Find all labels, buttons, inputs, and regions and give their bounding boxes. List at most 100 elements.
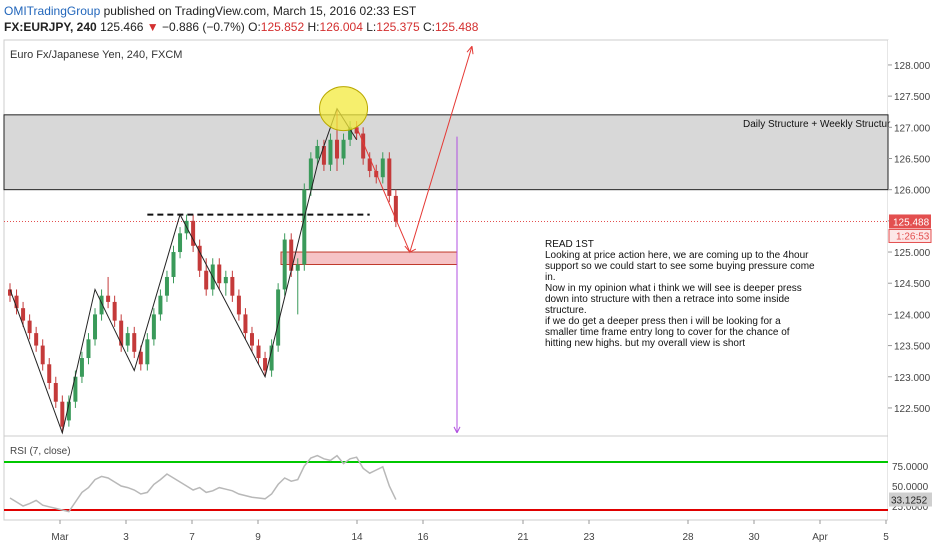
candle-body [249, 333, 254, 346]
candle-body [223, 276, 228, 284]
candle-body [138, 351, 143, 365]
price-tick-label: 123.500 [894, 342, 931, 353]
candle-body [289, 239, 294, 271]
candle-body [361, 133, 366, 159]
support-zone [280, 251, 458, 266]
candle-body [308, 158, 313, 190]
candle-body [367, 158, 372, 171]
candle-body [112, 301, 117, 321]
candle-body [151, 314, 156, 340]
time-tick-label: 9 [255, 532, 261, 543]
candle-body [387, 158, 392, 196]
candle-body [40, 345, 45, 365]
publish-header: OMITradingGroup published on TradingView… [0, 0, 932, 36]
low-label: L: [366, 20, 377, 34]
chart-canvas[interactable]: 122.500 123.000 123.500 124.000 124.500 125.0… [0, 36, 932, 550]
projection-arrowhead [466, 45, 474, 55]
candle-body [393, 195, 398, 222]
author-link[interactable]: OMITradingGroup [4, 4, 101, 18]
time-tick-label: 16 [417, 532, 429, 543]
close-value: 125.488 [435, 20, 479, 34]
candle-body [47, 364, 52, 383]
countdown-badge [888, 228, 932, 243]
candle-body [106, 295, 111, 302]
analysis-note: READ 1ST Looking at price action here, w… [545, 239, 815, 349]
candle-body [145, 339, 150, 365]
rsi-tick-label: 75.0000 [892, 462, 929, 473]
time-tick-label: 21 [517, 532, 529, 543]
down-arrow-icon: ▼ [146, 20, 159, 34]
candle-body [217, 264, 222, 284]
time-tick-label: 23 [583, 532, 595, 543]
price-pane[interactable] [3, 39, 889, 437]
price-change: −0.886 (−0.7%) [162, 20, 245, 34]
candle-body [243, 314, 248, 334]
candle-body [276, 289, 281, 346]
candle-body [99, 295, 104, 315]
candle-body [302, 189, 307, 265]
open-value: 125.852 [260, 20, 305, 34]
candle-body [132, 333, 137, 352]
time-tick-label: 28 [682, 532, 694, 543]
note-title: READ 1ST [545, 239, 594, 250]
price-tick-label: 125.000 [894, 248, 931, 259]
candle-body [158, 295, 163, 315]
close-label: C: [423, 20, 435, 34]
last-price: 125.466 [100, 20, 144, 34]
rsi-value-label: 33.1252 [891, 496, 928, 507]
rsi-line [9, 454, 397, 513]
candle-body [164, 276, 169, 296]
candle-body [256, 345, 261, 359]
high-label: H: [307, 20, 320, 34]
note-line: in. [545, 272, 556, 283]
price-tick-label: 127.000 [894, 123, 931, 134]
time-tick-label: Mar [51, 532, 69, 543]
target-arrowhead [453, 426, 461, 434]
candle-body [328, 139, 333, 165]
candle-body [348, 127, 353, 140]
price-tick-label: 123.000 [894, 373, 931, 384]
price-tick-label: 124.000 [894, 310, 931, 321]
price-tick-label: 128.000 [894, 61, 931, 72]
note-line: structure. [545, 305, 587, 316]
published-text: published on TradingView.com, March 15, … [103, 4, 417, 18]
quote-line: FX:EURJPY, 240 125.466 ▼ −0.886 (−0.7%) … [4, 20, 478, 34]
time-tick-label: 5 [883, 532, 889, 543]
candle-body [14, 295, 19, 309]
rsi-pane[interactable] [3, 435, 889, 521]
candle-body [125, 333, 130, 346]
rsi-value-badge [889, 492, 932, 507]
price-tick-label: 126.500 [894, 154, 931, 165]
candle-body [53, 382, 58, 402]
structure-zone-label: Daily Structure + Weekly Structur [743, 119, 891, 130]
chart-title: Euro Fx/Japanese Yen, 240, FXCM [10, 49, 182, 61]
note-line: Looking at price action here, we are com… [545, 250, 809, 261]
candle-body [341, 139, 346, 159]
candle-body [354, 127, 359, 134]
price-tick-label: 122.500 [894, 404, 931, 415]
candle-body [263, 358, 268, 371]
candle-body [79, 358, 84, 377]
candle-body [236, 295, 241, 315]
low-value: 125.375 [376, 20, 420, 34]
candle-body [86, 339, 91, 359]
note-line: smaller time frame entry long to cover f… [545, 327, 790, 338]
candle-body [295, 264, 300, 271]
candle-body [197, 245, 202, 271]
price-axis[interactable] [888, 40, 932, 540]
candle-body [60, 401, 65, 427]
structure-zone [3, 114, 889, 191]
time-tick-label: 3 [123, 532, 129, 543]
candle-body [21, 308, 26, 321]
rsi-tick-label: 25.0000 [892, 502, 929, 513]
candle-body [282, 239, 287, 290]
time-tick-label: 14 [351, 532, 363, 543]
candle-body [27, 320, 32, 334]
time-tick-label: 7 [189, 532, 195, 543]
note-line: down into structure with then a retrace … [545, 294, 790, 305]
open-label: O: [248, 20, 261, 34]
publish-line: OMITradingGroup published on TradingView… [4, 4, 416, 18]
note-line: Now in my opinion what i think we will s… [545, 283, 802, 294]
projection-arrowhead [404, 245, 417, 253]
